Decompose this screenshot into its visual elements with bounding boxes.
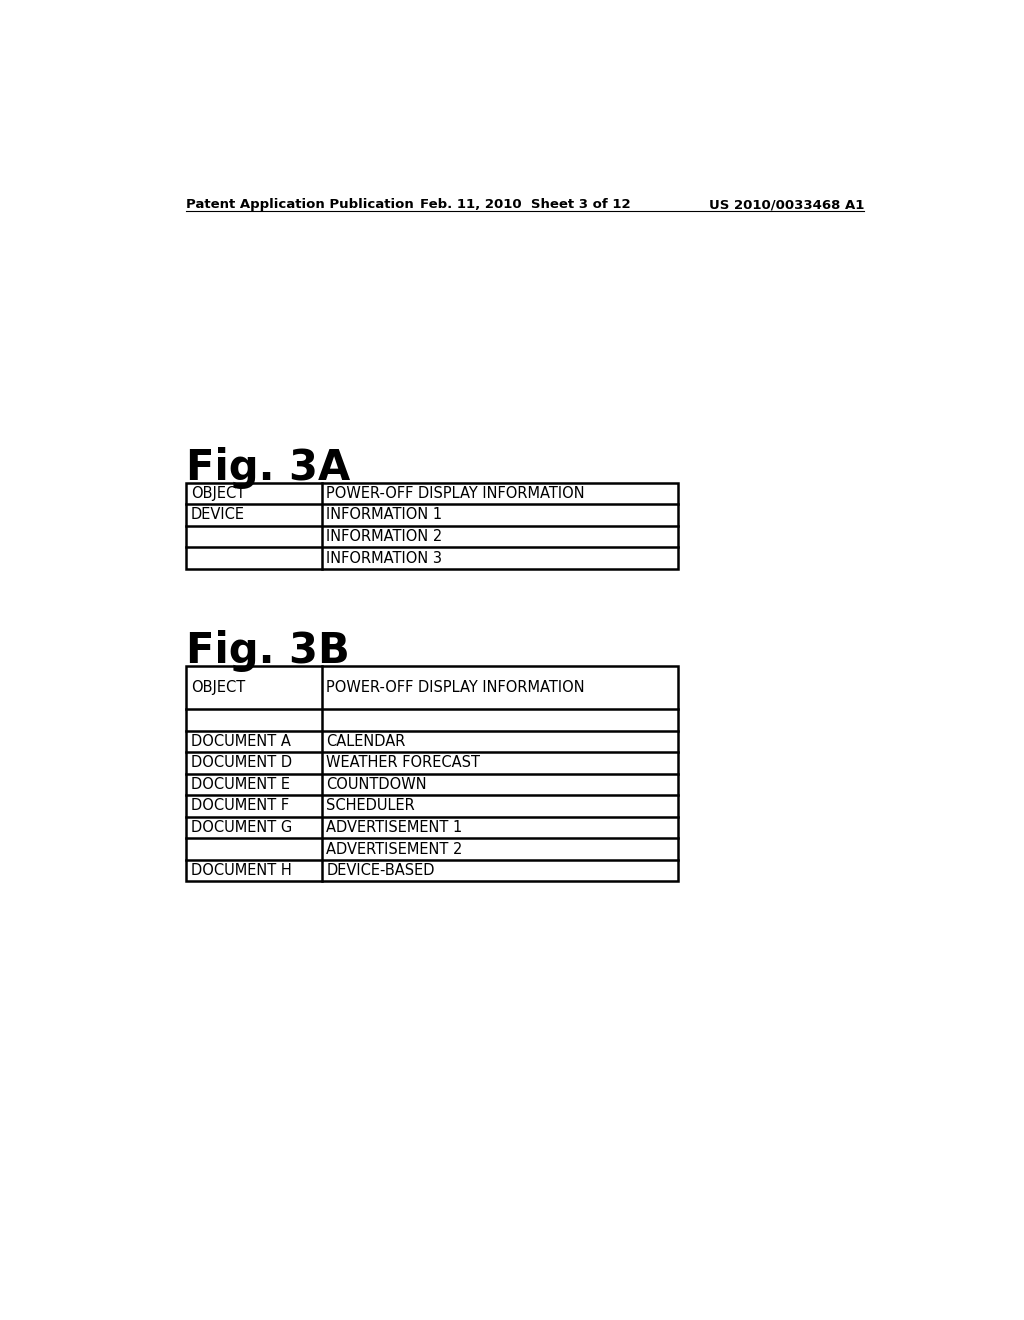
Text: DOCUMENT H: DOCUMENT H: [190, 863, 292, 878]
Text: POWER-OFF DISPLAY INFORMATION: POWER-OFF DISPLAY INFORMATION: [327, 680, 585, 694]
Text: Feb. 11, 2010  Sheet 3 of 12: Feb. 11, 2010 Sheet 3 of 12: [420, 198, 631, 211]
Text: COUNTDOWN: COUNTDOWN: [327, 777, 427, 792]
Text: DEVICE: DEVICE: [190, 507, 245, 523]
Text: ADVERTISEMENT 1: ADVERTISEMENT 1: [327, 820, 463, 836]
Text: WEATHER FORECAST: WEATHER FORECAST: [327, 755, 480, 771]
Text: Fig. 3B: Fig. 3B: [186, 631, 350, 672]
Text: INFORMATION 1: INFORMATION 1: [327, 507, 442, 523]
Text: Fig. 3A: Fig. 3A: [186, 447, 350, 490]
Text: OBJECT: OBJECT: [190, 680, 245, 694]
Text: DOCUMENT D: DOCUMENT D: [190, 755, 292, 771]
Text: INFORMATION 2: INFORMATION 2: [327, 529, 442, 544]
Text: DOCUMENT E: DOCUMENT E: [190, 777, 290, 792]
Bar: [186, 665, 678, 882]
Text: POWER-OFF DISPLAY INFORMATION: POWER-OFF DISPLAY INFORMATION: [327, 486, 585, 500]
Bar: [186, 483, 678, 569]
Text: INFORMATION 3: INFORMATION 3: [327, 550, 442, 565]
Text: DOCUMENT F: DOCUMENT F: [190, 799, 289, 813]
Text: CALENDAR: CALENDAR: [327, 734, 406, 748]
Text: DOCUMENT A: DOCUMENT A: [190, 734, 291, 748]
Text: DOCUMENT G: DOCUMENT G: [190, 820, 292, 836]
Text: US 2010/0033468 A1: US 2010/0033468 A1: [709, 198, 864, 211]
Text: ADVERTISEMENT 2: ADVERTISEMENT 2: [327, 842, 463, 857]
Text: OBJECT: OBJECT: [190, 486, 245, 500]
Text: DEVICE-BASED: DEVICE-BASED: [327, 863, 435, 878]
Text: Patent Application Publication: Patent Application Publication: [186, 198, 414, 211]
Text: SCHEDULER: SCHEDULER: [327, 799, 415, 813]
